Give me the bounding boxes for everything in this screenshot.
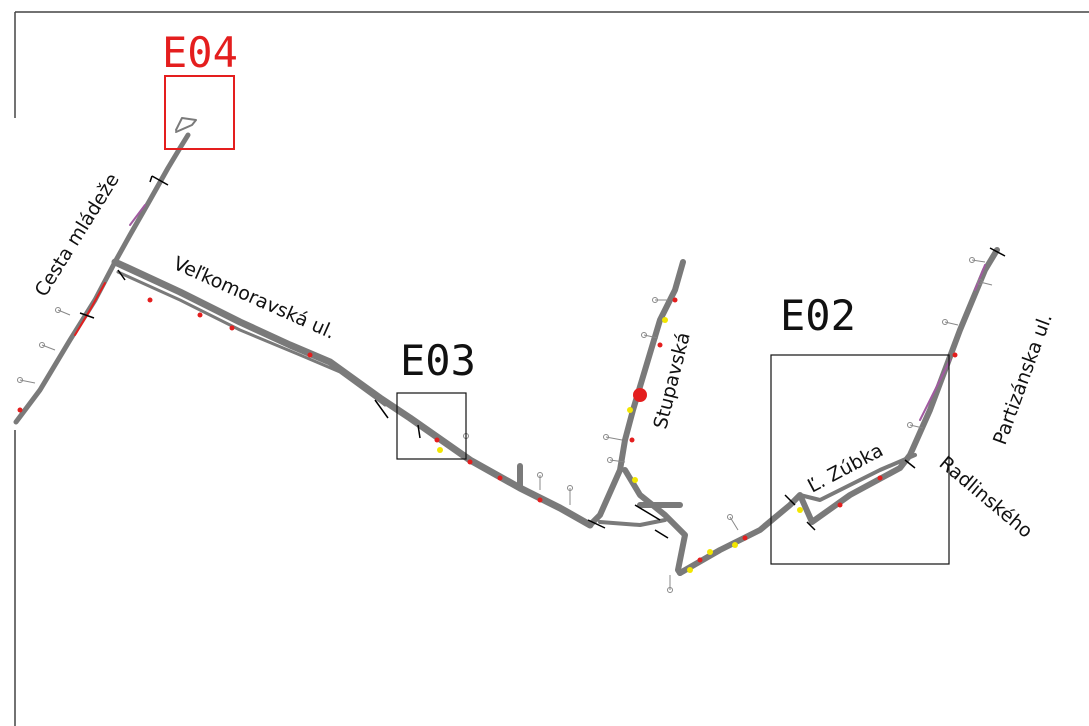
street-label-cesta-mladeze: Cesta mládeže: [31, 170, 124, 301]
sheet-label-e02: E02: [780, 291, 856, 340]
network-cesta-mladeze: [13, 132, 191, 425]
street-label-partizanska: Partizánska ul.: [989, 310, 1057, 447]
sheet-frame-e03[interactable]: [396, 392, 467, 460]
lamp-post-symbols: [17, 257, 993, 593]
sheet-label-e04: E04: [162, 28, 238, 77]
sheet-frame-e04[interactable]: [164, 75, 235, 150]
drawing-frame: [14, 11, 1089, 726]
network-highlights: [17, 204, 986, 573]
utility-network: [13, 117, 1000, 576]
sheet-label-e03: E03: [400, 336, 476, 385]
network-velkomoravska: [111, 258, 594, 529]
street-label-radlinskeho: Radlinského: [935, 452, 1037, 543]
sheet-frame-e02[interactable]: [770, 354, 950, 565]
section-markers: [79, 175, 1006, 539]
street-label-stupavska: Stupavská: [650, 330, 695, 431]
